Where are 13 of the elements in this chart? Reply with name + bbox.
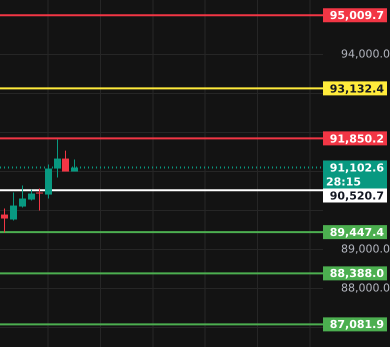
ref-line-label: 89,447.4 bbox=[330, 226, 384, 239]
y-tick-label: 88,000.0 bbox=[341, 281, 390, 294]
ref-line-label: 91,850.2 bbox=[330, 132, 384, 146]
ref-line-label: 93,132.4 bbox=[330, 82, 384, 96]
text: 28:15 bbox=[326, 175, 362, 188]
ref-line-label: 88,388.0 bbox=[330, 267, 384, 280]
ref-line-label: 87,081.9 bbox=[330, 318, 384, 332]
ref-line-label: 91,102.6 bbox=[330, 161, 384, 174]
y-tick-label: 94,000.0 bbox=[341, 47, 390, 60]
ref-line-label: 95,009.7 bbox=[330, 9, 384, 22]
y-tick-label: 89,000.0 bbox=[341, 242, 390, 256]
candlestick bbox=[36, 188, 43, 211]
ref-line-label: 90,520.7 bbox=[330, 189, 384, 202]
